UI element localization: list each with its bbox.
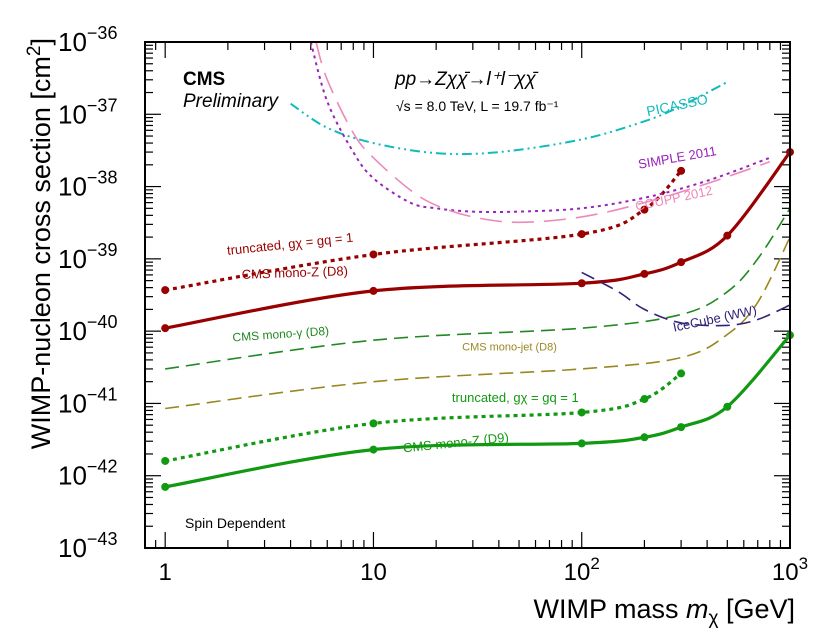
- curve-markers: [161, 148, 794, 491]
- y-tick-label: 10−40: [58, 312, 117, 346]
- energy-lumi-label: √s = 8.0 TeV, L = 19.7 fb⁻¹: [396, 98, 559, 114]
- data-point: [640, 269, 649, 278]
- series-line-7: [290, 81, 728, 156]
- data-point: [577, 279, 586, 288]
- x-tick-label: 103: [772, 554, 808, 586]
- y-tick-label: 10−36: [58, 23, 117, 57]
- series-line-9: [315, 42, 771, 224]
- y-tick-label: 10−42: [58, 457, 117, 491]
- series-line-2: [164, 334, 790, 489]
- plot-frame: [144, 41, 791, 549]
- data-point: [161, 456, 170, 465]
- tick-labels: 1 10 102 103 10−36 10−37 10−38 10−39 10−40 10−41 1…: [58, 23, 808, 586]
- curve-labels: CMS mono-Z (D8) truncated, gχ = gq = 1 CMS…: [226, 91, 758, 456]
- data-point: [677, 423, 686, 432]
- series-line-6: [581, 271, 790, 327]
- curve-label: truncated, gχ = gq = 1: [452, 390, 579, 405]
- x-axis-title: WIMP mass mχ [GeV]: [533, 594, 795, 629]
- data-point: [577, 439, 586, 448]
- curve-label: CMS mono-Z (D9): [402, 429, 509, 455]
- data-point: [577, 408, 586, 417]
- data-point: [369, 286, 378, 295]
- series-line-3: [164, 372, 683, 463]
- curve-label: CMS mono-jet (D8): [462, 341, 557, 353]
- data-point: [577, 230, 586, 239]
- data-point: [723, 231, 732, 240]
- x-tick-label: 1: [159, 559, 172, 586]
- y-tick-label: 10−37: [58, 95, 117, 129]
- curve-label: CMS mono-Z (D8): [242, 263, 349, 282]
- preliminary-label: Preliminary: [183, 91, 280, 112]
- data-point: [161, 482, 170, 491]
- data-point: [369, 445, 378, 454]
- cms-label: CMS: [183, 69, 225, 90]
- data-point: [640, 205, 649, 214]
- curve-label: PICASSO: [645, 91, 709, 120]
- y-tick-label: 10−39: [58, 240, 117, 274]
- curve-label: truncated, gχ = gq = 1: [226, 230, 354, 258]
- curve-label: CMS mono-γ (D8): [232, 324, 329, 345]
- y-axis-title: WIMP-nucleon cross section [cm2]: [24, 38, 56, 449]
- series-line-5: [165, 236, 790, 410]
- y-tick-label: 10−43: [58, 529, 117, 563]
- data-point: [640, 395, 649, 404]
- data-point: [640, 433, 649, 442]
- data-point: [677, 258, 686, 267]
- curve-label: IceCube (WW): [672, 302, 758, 334]
- process-label: pp→Zχχ̄→l⁺l⁻χχ̄: [394, 69, 539, 90]
- data-point: [369, 419, 378, 428]
- x-tick-label: 10: [360, 559, 387, 586]
- x-tick-label: 102: [564, 554, 600, 586]
- curve-label: COUPP 2012: [634, 183, 714, 214]
- spin-dependent-label: Spin Dependent: [185, 515, 286, 531]
- data-point: [369, 250, 378, 259]
- series-line-8: [309, 42, 771, 214]
- axis-ticks: [144, 42, 791, 549]
- data-point: [161, 286, 170, 295]
- data-point: [677, 166, 686, 175]
- data-point: [677, 369, 686, 378]
- y-tick-label: 10−41: [58, 384, 117, 418]
- y-tick-label: 10−38: [58, 168, 117, 202]
- data-point: [723, 402, 732, 411]
- data-point: [161, 324, 170, 333]
- curve-label: SIMPLE 2011: [637, 143, 718, 172]
